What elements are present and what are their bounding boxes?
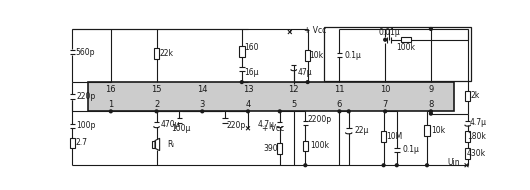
Bar [277, 143, 282, 154]
Circle shape [109, 110, 112, 113]
Text: 10: 10 [380, 85, 391, 93]
Circle shape [201, 110, 204, 113]
Circle shape [246, 110, 250, 113]
Circle shape [384, 38, 386, 41]
Bar [154, 48, 159, 59]
Circle shape [384, 110, 386, 113]
Circle shape [395, 164, 398, 167]
Text: 10M: 10M [386, 132, 403, 141]
Circle shape [278, 110, 281, 113]
Text: 180k: 180k [467, 132, 485, 141]
Text: 3: 3 [200, 100, 205, 109]
Text: 100k: 100k [310, 142, 329, 150]
Text: 2.7: 2.7 [76, 139, 88, 147]
Bar [303, 141, 308, 151]
Text: 22k: 22k [160, 49, 174, 58]
Text: Rₗ: Rₗ [167, 140, 174, 149]
Text: 220p: 220p [77, 92, 96, 101]
Text: 430k: 430k [466, 149, 486, 158]
Text: 22μ: 22μ [355, 126, 369, 135]
Text: 15: 15 [151, 85, 162, 93]
Text: 4: 4 [245, 100, 251, 109]
Text: 4.7μ: 4.7μ [470, 118, 487, 127]
Text: 16μ: 16μ [244, 68, 258, 77]
Bar [465, 131, 471, 142]
Text: 14: 14 [197, 85, 208, 93]
Text: 11: 11 [334, 85, 344, 93]
Circle shape [338, 110, 341, 113]
Text: 1: 1 [108, 100, 113, 109]
Bar [88, 82, 454, 111]
Text: + Vcc: + Vcc [262, 124, 284, 133]
Text: 10k: 10k [431, 126, 445, 135]
Text: 0.1μ: 0.1μ [344, 51, 361, 60]
Text: 5: 5 [291, 100, 296, 109]
Text: 8: 8 [428, 100, 434, 109]
Text: 47μ: 47μ [297, 68, 312, 77]
Circle shape [429, 112, 432, 115]
Text: 12: 12 [288, 85, 299, 93]
Text: 2: 2 [154, 100, 159, 109]
Text: 2200p: 2200p [307, 115, 331, 124]
Text: 6: 6 [337, 100, 342, 109]
Bar [70, 138, 75, 148]
Text: 220p: 220p [226, 121, 245, 131]
Text: + Vcc: + Vcc [304, 26, 326, 35]
Text: 560p: 560p [75, 48, 94, 57]
Text: 13: 13 [243, 85, 253, 93]
Circle shape [155, 110, 158, 113]
Text: 100k: 100k [396, 43, 416, 52]
Circle shape [304, 164, 307, 167]
Text: 2k: 2k [470, 91, 479, 101]
Text: 7: 7 [383, 100, 388, 109]
Text: 100μ: 100μ [171, 124, 191, 133]
Text: 100p: 100p [76, 121, 95, 131]
Bar [324, 27, 471, 81]
Circle shape [429, 110, 432, 113]
Circle shape [306, 81, 309, 83]
Circle shape [347, 110, 350, 113]
Circle shape [382, 164, 385, 167]
Text: 9: 9 [428, 85, 434, 93]
Bar [401, 37, 411, 42]
Text: 16: 16 [105, 85, 116, 93]
Bar [425, 125, 430, 136]
Bar [465, 148, 471, 159]
Bar [465, 91, 471, 101]
Bar [381, 131, 386, 142]
Bar [305, 50, 311, 61]
Text: Uin: Uin [448, 158, 461, 167]
Bar [152, 141, 155, 148]
Circle shape [426, 164, 428, 167]
Circle shape [241, 81, 243, 83]
Text: 4.7μ: 4.7μ [257, 120, 275, 129]
Text: 160: 160 [244, 43, 258, 52]
Text: 10k: 10k [309, 51, 323, 60]
Circle shape [429, 28, 432, 30]
Bar [239, 46, 244, 57]
Text: 470μ: 470μ [161, 120, 180, 129]
Text: 390: 390 [263, 144, 278, 153]
Text: 0.01μ: 0.01μ [378, 28, 400, 36]
Text: 0.1μ: 0.1μ [402, 145, 419, 154]
